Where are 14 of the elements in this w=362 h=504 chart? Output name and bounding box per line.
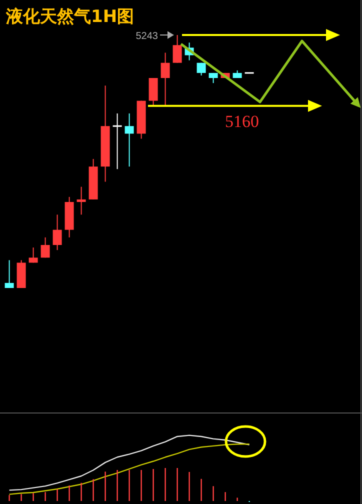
candlestick — [112, 112, 122, 170]
annotation: 5243 — [136, 31, 158, 42]
candlestick — [196, 62, 206, 76]
candlestick — [160, 52, 170, 106]
candlestick — [124, 112, 134, 168]
candlestick — [172, 34, 182, 64]
candlestick — [52, 214, 62, 251]
chart-title: 液化天然气1H图 — [5, 7, 134, 27]
candlestick — [76, 186, 86, 216]
candlestick — [40, 236, 50, 258]
candlestick — [148, 78, 158, 106]
annotation: 5160 — [225, 112, 259, 131]
candlestick — [28, 247, 38, 264]
candlestick — [4, 260, 14, 288]
